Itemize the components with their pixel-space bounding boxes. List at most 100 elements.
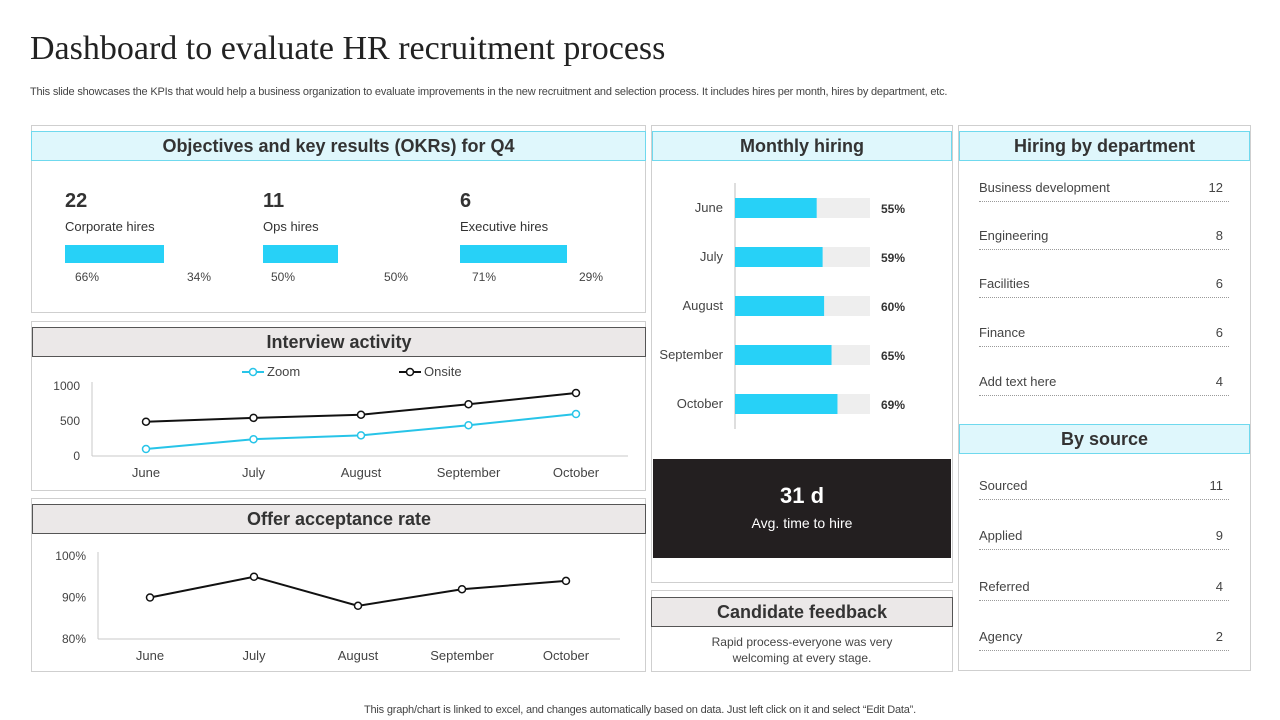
- department-label: Add text here: [979, 374, 1057, 389]
- monthly-hiring-bar-chart: June 55% July 59% August 60% September 65% Octob…: [659, 183, 905, 429]
- x-tick-label: July: [242, 465, 266, 480]
- x-tick-label: August: [338, 648, 379, 663]
- kpi-value: 31 d: [779, 483, 825, 508]
- page-title: Dashboard to evaluate HR recruitment pro…: [30, 30, 666, 67]
- bar-value-label: 69%: [881, 398, 905, 412]
- x-tick-label: June: [132, 465, 160, 480]
- bar-value-label: 55%: [881, 202, 905, 216]
- series-point: [356, 410, 366, 419]
- series-point: [249, 572, 259, 581]
- okr-progress-bar: [263, 245, 338, 263]
- series-point: [571, 409, 581, 419]
- source-value: 4: [1215, 579, 1223, 594]
- bar: [735, 345, 832, 365]
- source-value: 9: [1215, 528, 1223, 543]
- x-tick-label: October: [543, 648, 590, 663]
- department-panel: [958, 125, 1251, 671]
- series-point: [561, 576, 571, 586]
- source-label: Agency: [979, 629, 1023, 644]
- source-value: 2: [1215, 629, 1223, 644]
- page-subtitle: This slide showcases the KPIs that would…: [30, 86, 948, 98]
- bar-category-label: October: [677, 396, 724, 411]
- okr-label: Ops hires: [263, 219, 319, 234]
- series-point: [571, 388, 581, 398]
- okr-right-pct: 29%: [579, 270, 604, 284]
- department-value: 4: [1215, 374, 1223, 389]
- department-value: 8: [1215, 228, 1223, 243]
- series-point: [464, 420, 473, 430]
- feedback-line: welcoming at every stage.: [732, 651, 872, 665]
- feedback-line: Rapid process-everyone was very: [711, 635, 893, 649]
- x-tick-label: September: [437, 465, 501, 480]
- okr-executive: 6 Executive hires 71% 29%: [460, 190, 640, 284]
- series-point: [145, 593, 155, 602]
- interview-header: Interview activity: [32, 327, 646, 357]
- x-tick-label: June: [136, 648, 164, 663]
- bar-category-label: September: [659, 347, 723, 362]
- department-label: Engineering: [979, 228, 1049, 243]
- department-label: Business development: [979, 180, 1110, 195]
- feedback-header: Candidate feedback: [651, 597, 953, 627]
- okr-value: 6: [460, 190, 472, 212]
- okr-header: Objectives and key results (OKRs) for Q4: [31, 131, 646, 161]
- x-tick-label: October: [553, 465, 600, 480]
- series-point: [457, 584, 467, 594]
- offer-header: Offer acceptance rate: [32, 504, 646, 534]
- legend-marker: [248, 367, 258, 377]
- okr-right-pct: 50%: [384, 270, 409, 284]
- okr-value: 22: [65, 190, 88, 212]
- department-value: 6: [1215, 276, 1223, 291]
- source-label: Sourced: [979, 478, 1028, 493]
- department-label: Finance: [979, 325, 1026, 340]
- department-row: Add text here 4: [979, 374, 1229, 396]
- bar-value-label: 65%: [881, 349, 905, 363]
- footer-note: This graph/chart is linked to excel, and…: [364, 704, 916, 716]
- avg-time-to-hire-kpi: 31 d Avg. time to hire: [653, 459, 951, 558]
- monthly-hiring-header: Monthly hiring: [652, 131, 952, 161]
- okr-label: Corporate hires: [65, 219, 155, 234]
- okr-right-pct: 34%: [187, 270, 212, 284]
- department-row: Finance 6: [979, 325, 1229, 347]
- series-point: [353, 601, 363, 611]
- source-header: By source: [959, 424, 1250, 454]
- okr-left-pct: 50%: [271, 270, 296, 284]
- bar-category-label: June: [695, 200, 723, 215]
- source-value: 11: [1209, 478, 1224, 493]
- kpi-label: Avg. time to hire: [751, 515, 853, 531]
- bar: [735, 247, 823, 267]
- bar: [735, 296, 825, 316]
- series-point: [464, 399, 473, 409]
- bar-value-label: 59%: [881, 251, 905, 265]
- legend-marker: [405, 367, 415, 377]
- department-row: Business development 12: [979, 180, 1229, 202]
- department-value: 6: [1215, 325, 1223, 340]
- source-label: Referred: [979, 579, 1030, 594]
- source-row: Agency 2: [979, 629, 1229, 651]
- okr-value: 11: [263, 190, 285, 212]
- x-tick-label: September: [430, 648, 494, 663]
- source-row: Referred 4: [979, 579, 1229, 601]
- series-point: [249, 413, 258, 423]
- department-row: Facilities 6: [979, 276, 1229, 298]
- x-tick-label: July: [242, 648, 266, 663]
- okr-label: Executive hires: [460, 219, 549, 234]
- okr-corporate: 22 Corporate hires 66% 34%: [65, 190, 245, 284]
- okr-left-pct: 71%: [472, 270, 497, 284]
- department-value: 12: [1208, 180, 1223, 195]
- y-tick-label: 90%: [62, 591, 86, 605]
- legend-label: Onsite: [424, 364, 462, 379]
- series-line: [149, 575, 567, 607]
- okr-ops: 11 Ops hires 50% 50%: [263, 190, 443, 284]
- department-row: Engineering 8: [979, 228, 1229, 250]
- offer-line-chart: 80% 90% 100% June July August September October: [55, 549, 620, 663]
- source-row: Sourced 11: [979, 478, 1229, 500]
- y-tick-label: 100%: [55, 549, 86, 563]
- okr-left-pct: 66%: [75, 270, 100, 284]
- bar-category-label: July: [700, 249, 724, 264]
- series-point: [141, 444, 151, 454]
- y-tick-label: 1000: [53, 379, 80, 393]
- interview-line-chart: 0 500 1000 June July August September October Zo…: [53, 364, 628, 480]
- y-tick-label: 0: [73, 449, 80, 463]
- series-point: [141, 417, 151, 426]
- source-row: Applied 9: [979, 528, 1229, 550]
